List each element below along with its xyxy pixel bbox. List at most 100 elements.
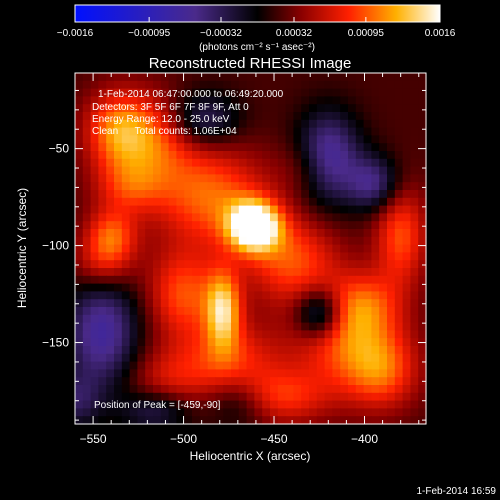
heatmap-cell	[168, 322, 177, 331]
heatmap-cell	[355, 112, 365, 121]
heatmap-cell	[231, 244, 240, 253]
heatmap-cell	[160, 205, 170, 214]
heatmap-cell	[332, 268, 341, 277]
heatmap-cell	[82, 127, 92, 136]
heatmap-cell	[145, 314, 154, 324]
heatmap-cell	[121, 143, 131, 152]
heatmap-cell	[75, 268, 84, 277]
heatmap-cell	[332, 88, 341, 97]
heatmap-cell	[246, 314, 255, 324]
heatmap-cell	[137, 299, 146, 308]
heatmap-cell	[238, 260, 248, 269]
colorbar-tick-label: 0.00095	[348, 28, 385, 39]
heatmap-cell	[309, 197, 318, 207]
heatmap-cell	[129, 112, 138, 121]
heatmap-cell	[192, 392, 201, 402]
heatmap-cell	[90, 260, 99, 269]
heatmap-cell	[262, 104, 271, 113]
heatmap-cell	[270, 182, 279, 191]
heatmap-cell	[145, 236, 154, 246]
heatmap-cell	[176, 275, 185, 285]
heatmap-cell	[363, 213, 372, 222]
heatmap-cell	[254, 338, 263, 347]
heatmap-cell	[246, 213, 255, 222]
heatmap-cell	[199, 127, 209, 136]
heatmap-cell	[293, 377, 302, 386]
heatmap-cell	[90, 127, 99, 136]
heatmap-cell	[90, 96, 99, 105]
heatmap-cell	[90, 236, 99, 246]
heatmap-cell	[254, 369, 263, 378]
heatmap-cell	[355, 174, 365, 183]
heatmap-cell	[277, 127, 287, 136]
heatmap-cell	[207, 307, 216, 316]
heatmap-cell	[129, 143, 138, 152]
heatmap-cell	[75, 244, 84, 253]
heatmap-cell	[324, 275, 333, 285]
heatmap-cell	[277, 369, 287, 378]
heatmap-cell	[223, 73, 232, 82]
heatmap-cell	[301, 197, 310, 207]
heatmap-cell	[293, 80, 302, 90]
heatmap-cell	[75, 416, 84, 425]
heatmap-cell	[270, 80, 279, 90]
heatmap-cell	[121, 408, 131, 417]
heatmap-cell	[387, 283, 396, 292]
heatmap-cell	[324, 197, 333, 207]
heatmap-cell	[184, 392, 193, 402]
heatmap-cell	[98, 252, 107, 261]
heatmap-cell	[277, 158, 287, 168]
heatmap-cell	[246, 174, 255, 183]
info-line-energy: Energy Range: 12.0 - 25.0 keV	[92, 114, 230, 125]
heatmap-cell	[394, 236, 404, 246]
heatmap-cell	[285, 190, 294, 199]
heatmap-cell	[309, 346, 318, 355]
heatmap-cell	[340, 353, 349, 363]
heatmap-cell	[379, 416, 388, 425]
heatmap-cell	[82, 353, 92, 363]
heatmap-cell	[153, 268, 162, 277]
heatmap-cell	[254, 416, 263, 425]
heatmap-cell	[301, 229, 310, 238]
heatmap-cell	[309, 236, 318, 246]
y-axis-ticks: −50−100−150	[42, 89, 426, 421]
heatmap-cell	[301, 408, 310, 417]
heatmap-cell	[192, 119, 201, 129]
heatmap-cell	[363, 361, 372, 370]
heatmap-cell	[394, 385, 404, 394]
heatmap-cell	[137, 252, 146, 261]
heatmap-cell	[316, 221, 326, 230]
heatmap-cell	[348, 213, 357, 222]
heatmap-cell	[309, 221, 318, 230]
heatmap-cell	[418, 213, 427, 222]
heatmap-cell	[379, 346, 388, 355]
heatmap-cell	[121, 158, 131, 168]
heatmap-cell	[129, 353, 138, 363]
heatmap-cell	[293, 369, 302, 378]
heatmap-cell	[316, 135, 326, 144]
heatmap-cell	[285, 151, 294, 160]
heatmap-cell	[316, 96, 326, 105]
heatmap-cell	[309, 377, 318, 386]
heatmap-cell	[285, 275, 294, 285]
heatmap-cell	[324, 416, 333, 425]
heatmap-cell	[75, 346, 84, 355]
heatmap-cell	[387, 158, 396, 168]
heatmap-cell	[348, 182, 357, 191]
heatmap-cell	[348, 268, 357, 277]
heatmap-cell	[145, 307, 154, 316]
heatmap-cell	[82, 400, 92, 409]
heatmap-cell	[98, 283, 107, 292]
heatmap-cell	[129, 221, 138, 230]
heatmap-cell	[199, 96, 209, 105]
heatmap-cell	[215, 244, 224, 253]
heatmap-cell	[316, 346, 326, 355]
heatmap-cell	[137, 229, 146, 238]
heatmap-cell	[231, 283, 240, 292]
heatmap-cell	[402, 88, 411, 97]
heatmap-cell	[75, 291, 84, 300]
heatmap-cell	[254, 346, 263, 355]
heatmap-cell	[402, 268, 411, 277]
heatmap-cell	[207, 151, 216, 160]
heatmap-cell	[340, 260, 349, 269]
